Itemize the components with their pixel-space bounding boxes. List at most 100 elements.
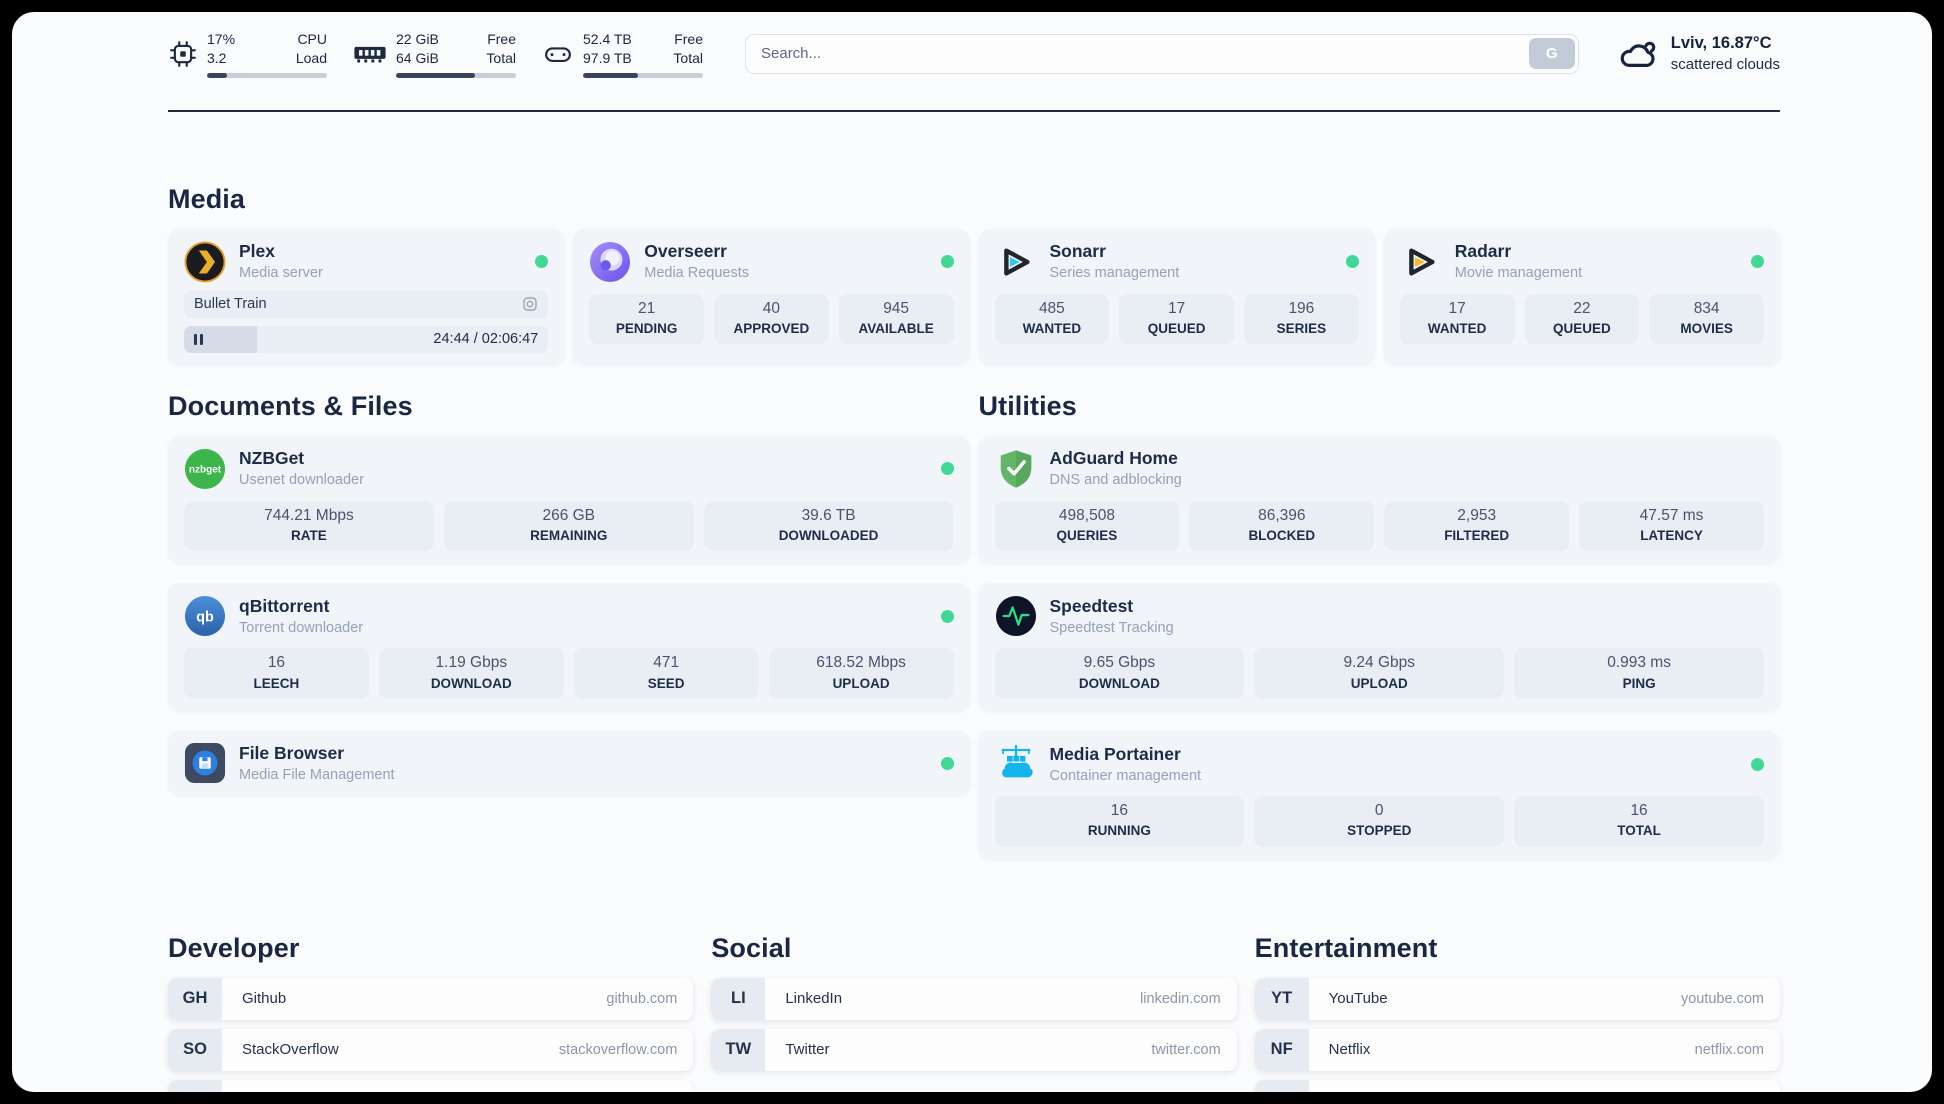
- storage-free-value: 52.4 TB: [583, 31, 632, 47]
- stat-box: 39.6 TB DOWNLOADED: [703, 500, 954, 552]
- status-dot: [1345, 255, 1359, 269]
- speedtest-card[interactable]: Speedtest Speedtest Tracking 9.65 Gbps D…: [978, 583, 1780, 712]
- section-title-utilities: Utilities: [978, 390, 1077, 421]
- bookmark-abbr: DT: [168, 1079, 222, 1092]
- memory-icon: [354, 46, 386, 63]
- ram-progress-fill: [396, 72, 476, 78]
- stat-value: 485: [1038, 299, 1065, 317]
- app-name: Overseerr: [644, 241, 727, 262]
- stat-box: 498,508 QUERIES: [994, 500, 1180, 552]
- radarr-card[interactable]: Radarr Movie management 17 WANTED 22 QUE…: [1383, 228, 1780, 365]
- bookmark-github[interactable]: GH Github github.com: [168, 977, 694, 1020]
- stat-value: 9.65 Gbps: [1083, 654, 1156, 672]
- stat-label: DOWNLOAD: [430, 675, 512, 691]
- stat-label: QUERIES: [1056, 527, 1118, 543]
- section-title-developer: Developer: [168, 932, 300, 963]
- stat-box: 21 PENDING: [589, 293, 704, 345]
- now-playing-title: Bullet Train: [194, 296, 267, 313]
- app-subtitle: Series management: [1049, 265, 1180, 282]
- bookmark-dev[interactable]: DT DEV dev.to: [168, 1079, 694, 1092]
- search-engine-button[interactable]: G: [1528, 38, 1575, 70]
- qbittorrent-card[interactable]: qb qBittorrent Torrent downloader 16 LEE…: [168, 583, 970, 712]
- bookmark-reddit[interactable]: RE Reddit reddit.com: [1254, 1079, 1780, 1092]
- stat-box: 266 GB REMAINING: [443, 500, 694, 552]
- stat-label: QUEUED: [1552, 320, 1611, 336]
- stat-box: 0 STOPPED: [1254, 796, 1505, 847]
- status-dot: [940, 609, 954, 623]
- radarr-icon: [1408, 248, 1435, 276]
- filebrowser-card[interactable]: File Browser Media File Management: [168, 731, 970, 796]
- app-subtitle: Speedtest Tracking: [1049, 619, 1174, 636]
- stat-value: 834: [1693, 299, 1720, 317]
- stat-value: 21: [638, 299, 656, 317]
- stat-label: UPLOAD: [832, 675, 890, 691]
- section-title-entertainment: Entertainment: [1254, 932, 1438, 963]
- bookmark-name: Netflix: [1328, 1041, 1371, 1059]
- app-subtitle: Movie management: [1454, 265, 1583, 282]
- stat-box: 834 MOVIES: [1649, 293, 1764, 345]
- cpu-stat: 17% 3.2 CPU Load: [168, 30, 327, 78]
- sonarr-icon: [1003, 248, 1030, 276]
- bookmark-stackoverflow[interactable]: SO StackOverflow stackoverflow.com: [168, 1028, 694, 1071]
- storage-stat: 52.4 TB 97.9 TB Free Total: [542, 30, 703, 78]
- bookmark-netflix[interactable]: NF Netflix netflix.com: [1254, 1028, 1780, 1071]
- nzbget-card[interactable]: nzbget NZBGet Usenet downloader 744.21 M…: [168, 435, 970, 564]
- stat-value: 266 GB: [542, 506, 596, 524]
- storage-total-label: Total: [673, 49, 703, 66]
- bookmark-twitter[interactable]: TW Twitter twitter.com: [711, 1028, 1237, 1071]
- stat-value: 0.993 ms: [1607, 654, 1671, 672]
- section-entertainment: Entertainment YT YouTube youtube.com NF …: [1254, 932, 1780, 1092]
- overseerr-card[interactable]: Overseerr Media Requests 21 PENDING 40 A…: [573, 228, 970, 365]
- search-input[interactable]: [749, 45, 1529, 63]
- stat-label: SEED: [647, 675, 685, 691]
- storage-total-value: 97.9 TB: [583, 49, 632, 66]
- stat-label: WANTED: [1427, 320, 1487, 336]
- bookmark-linkedin[interactable]: LI LinkedIn linkedin.com: [711, 977, 1237, 1020]
- stat-box: 744.21 Mbps RATE: [184, 500, 434, 552]
- adguard-icon: [1000, 450, 1031, 488]
- top-bar: 17% 3.2 CPU Load: [168, 30, 1780, 78]
- stat-box: 9.24 Gbps UPLOAD: [1254, 648, 1505, 700]
- status-dot: [940, 756, 954, 770]
- status-dot: [940, 255, 954, 269]
- ram-total-value: 64 GiB: [396, 49, 439, 66]
- ram-free-label: Free: [487, 31, 516, 47]
- bookmark-name: StackOverflow: [242, 1041, 339, 1059]
- app-name: Speedtest: [1049, 595, 1134, 616]
- bookmark-abbr: GH: [168, 977, 222, 1020]
- stat-label: LEECH: [253, 675, 300, 691]
- stat-label: MOVIES: [1680, 320, 1733, 336]
- bookmark-url: github.com: [606, 990, 678, 1007]
- stat-box: 17 WANTED: [1399, 293, 1515, 345]
- adguard-card[interactable]: AdGuard Home DNS and adblocking 498,508 …: [978, 435, 1780, 564]
- status-dot: [940, 462, 954, 476]
- pause-icon[interactable]: [194, 333, 203, 345]
- app-name: qBittorrent: [239, 595, 330, 616]
- stat-label: TOTAL: [1617, 823, 1661, 839]
- plex-card[interactable]: Plex Media server Bullet Train: [168, 228, 565, 365]
- bookmark-abbr: NF: [1254, 1028, 1309, 1071]
- app-subtitle: Media File Management: [239, 766, 395, 783]
- cpu-icon: [170, 40, 196, 67]
- stat-label: RATE: [291, 527, 327, 543]
- stat-box: 22 QUEUED: [1524, 293, 1640, 345]
- stat-value: 9.24 Gbps: [1343, 654, 1415, 672]
- sonarr-card[interactable]: Sonarr Series management 485 WANTED 17 Q…: [978, 228, 1375, 365]
- stat-label: APPROVED: [733, 320, 810, 336]
- bookmark-url: twitter.com: [1151, 1041, 1221, 1058]
- stat-box: 16 TOTAL: [1514, 796, 1764, 847]
- stat-label: PING: [1622, 675, 1656, 691]
- stat-value: 945: [883, 299, 910, 317]
- bookmark-youtube[interactable]: YT YouTube youtube.com: [1254, 977, 1780, 1020]
- stat-value: 17: [1168, 299, 1186, 317]
- session-icon[interactable]: [522, 296, 538, 312]
- portainer-card[interactable]: Media Portainer Container management 16 …: [978, 731, 1780, 859]
- stat-label: DOWNLOAD: [1078, 675, 1160, 691]
- playback-progress-row: 24:44 / 02:06:47: [184, 325, 549, 353]
- stat-value: 17: [1448, 299, 1466, 317]
- stat-box: 16 LEECH: [184, 648, 369, 700]
- plex-icon: [184, 241, 226, 283]
- weather-location: Lviv, 16.87°C: [1670, 34, 1772, 53]
- bookmark-url: stackoverflow.com: [558, 1041, 678, 1058]
